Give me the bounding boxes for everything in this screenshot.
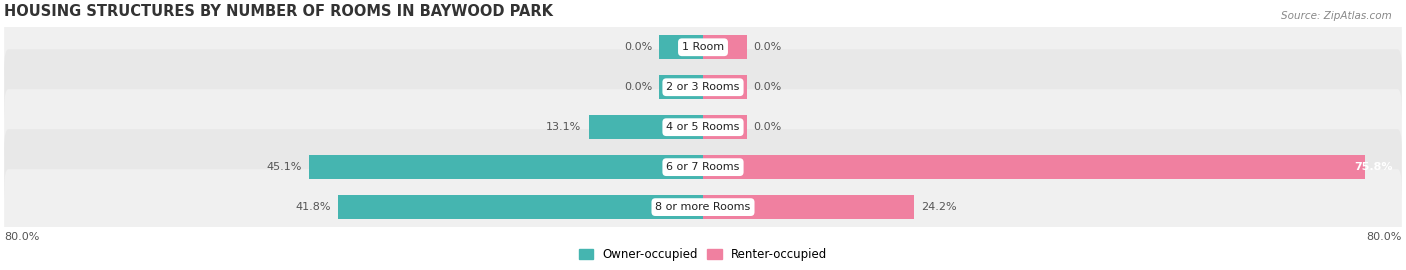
Text: 6 or 7 Rooms: 6 or 7 Rooms (666, 162, 740, 172)
Text: 80.0%: 80.0% (4, 232, 39, 242)
Bar (703, 75, 747, 99)
Text: 1 Room: 1 Room (682, 42, 724, 52)
Text: 4 or 5 Rooms: 4 or 5 Rooms (666, 122, 740, 132)
Text: 75.8%: 75.8% (1354, 162, 1393, 172)
Text: 0.0%: 0.0% (754, 42, 782, 52)
Text: Source: ZipAtlas.com: Source: ZipAtlas.com (1281, 11, 1392, 21)
Text: 41.8%: 41.8% (295, 202, 330, 212)
Text: 45.1%: 45.1% (267, 162, 302, 172)
Text: 0.0%: 0.0% (624, 82, 652, 92)
Bar (703, 195, 914, 219)
Text: 24.2%: 24.2% (921, 202, 957, 212)
Bar (703, 115, 747, 139)
FancyBboxPatch shape (4, 169, 1402, 245)
Legend: Owner-occupied, Renter-occupied: Owner-occupied, Renter-occupied (574, 243, 832, 265)
FancyBboxPatch shape (4, 89, 1402, 165)
Bar (659, 75, 703, 99)
Bar (309, 155, 703, 179)
Text: HOUSING STRUCTURES BY NUMBER OF ROOMS IN BAYWOOD PARK: HOUSING STRUCTURES BY NUMBER OF ROOMS IN… (4, 4, 553, 19)
Text: 8 or more Rooms: 8 or more Rooms (655, 202, 751, 212)
FancyBboxPatch shape (4, 49, 1402, 125)
Text: 13.1%: 13.1% (547, 122, 582, 132)
Bar (703, 155, 1365, 179)
Bar (337, 195, 703, 219)
FancyBboxPatch shape (4, 9, 1402, 85)
Bar (659, 35, 703, 59)
FancyBboxPatch shape (4, 129, 1402, 205)
Bar (589, 115, 703, 139)
Text: 0.0%: 0.0% (624, 42, 652, 52)
Text: 0.0%: 0.0% (754, 82, 782, 92)
Text: 80.0%: 80.0% (1367, 232, 1402, 242)
Bar (703, 35, 747, 59)
Text: 2 or 3 Rooms: 2 or 3 Rooms (666, 82, 740, 92)
Text: 0.0%: 0.0% (754, 122, 782, 132)
